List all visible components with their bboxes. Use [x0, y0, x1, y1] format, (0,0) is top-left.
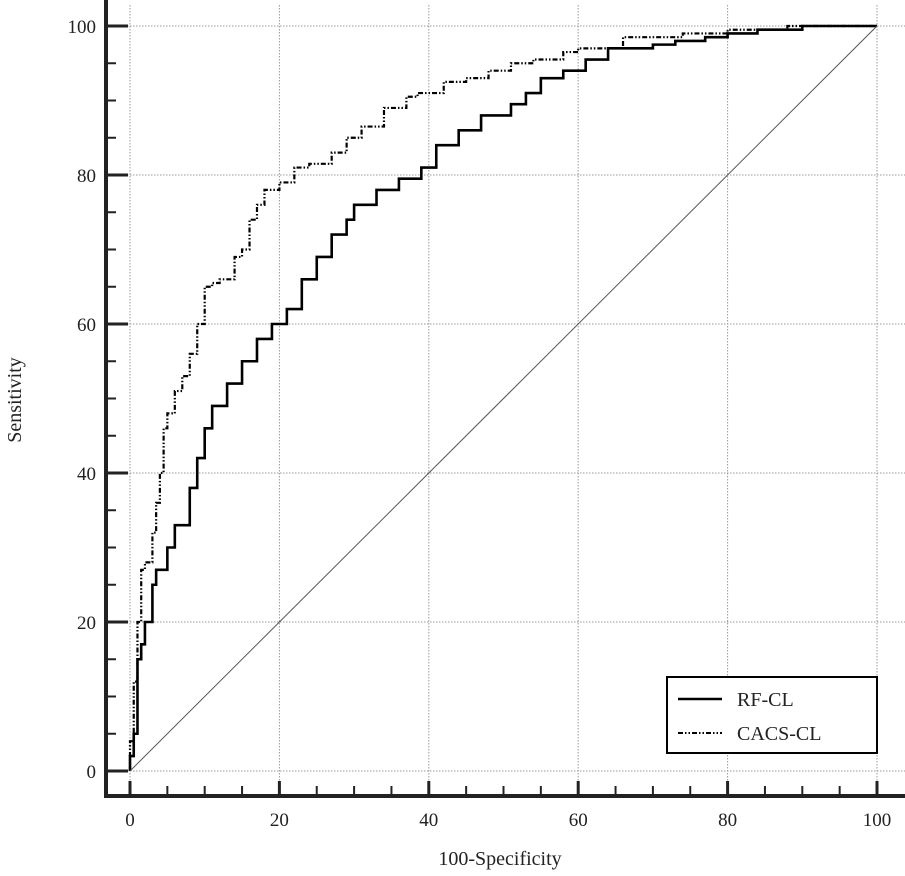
x-tick-label: 80 [718, 810, 737, 831]
grid [106, 5, 905, 796]
x-tick-label: 0 [125, 810, 135, 831]
x-tick-label: 60 [569, 810, 588, 831]
legend-label-cacs-cl: CACS-CL [737, 723, 821, 745]
x-tick-label: 40 [419, 810, 438, 831]
legend-box [666, 676, 878, 754]
y-tick-label: 20 [77, 613, 96, 634]
y-tick-label: 60 [77, 315, 96, 336]
legend: RF-CL CACS-CL [666, 676, 878, 754]
legend-label-rf-cl: RF-CL [737, 689, 794, 711]
y-tick-label: 100 [68, 17, 97, 38]
x-tick-label: 20 [270, 810, 289, 831]
series-layer [128, 24, 878, 772]
axes: 0 20 40 60 80 100 0 20 40 60 80 100 [68, 0, 905, 831]
reference-diagonal-line [129, 25, 878, 772]
y-tick-label: 80 [77, 166, 96, 187]
y-tick-label: 40 [77, 464, 96, 485]
x-axis-label: 100-Specificity [438, 848, 561, 870]
y-axis-label: Sensitivity [4, 357, 26, 443]
series-line-cacs-cl [128, 24, 877, 771]
y-tick-label: 0 [87, 762, 97, 783]
x-tick-label: 100 [863, 810, 892, 831]
series-line-rf-cl [128, 24, 877, 771]
